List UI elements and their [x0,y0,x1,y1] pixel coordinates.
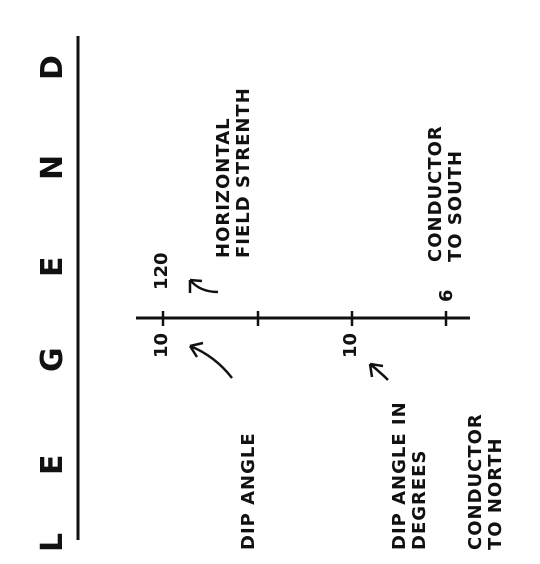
legend-letter-e2: E [35,256,70,278]
label-line: TO NORTH [485,437,506,550]
label-line: HORIZONTAL [213,117,234,258]
conductor-marker-value: 6 [436,289,457,302]
label-line: CONDUCTOR [425,125,446,262]
label-dip-angle: DIP ANGLE [238,432,259,550]
label-horizontal-field-strength: HORIZONTAL FIELD STRENTH [213,87,254,258]
label-line: DIP ANGLE [238,432,259,550]
dip-degrees-value: 10 [340,332,361,358]
legend-letter-n: N [35,154,70,180]
label-line: FIELD STRENTH [233,87,254,258]
label-conductor-north: CONDUCTOR TO NORTH [465,413,506,550]
label-line: CONDUCTOR [465,413,486,550]
label-conductor-south: CONDUCTOR TO SOUTH [425,125,466,262]
label-line: TO SOUTH [445,149,466,262]
legend-letter-d: D [35,55,70,80]
arrow-field-strength [189,279,219,294]
label-line: DIP ANGLE IN [389,401,410,550]
label-dip-angle-degrees: DIP ANGLE IN DEGREES [389,401,430,550]
dip-angle-value: 10 [151,332,172,358]
field-strength-value: 120 [151,252,172,290]
legend-letter-g: G [35,347,70,372]
legend-letter-l: L [35,532,70,552]
legend-letter-e1: E [35,454,70,476]
arrow-dip-angle [189,344,233,379]
label-line: DEGREES [409,449,430,550]
